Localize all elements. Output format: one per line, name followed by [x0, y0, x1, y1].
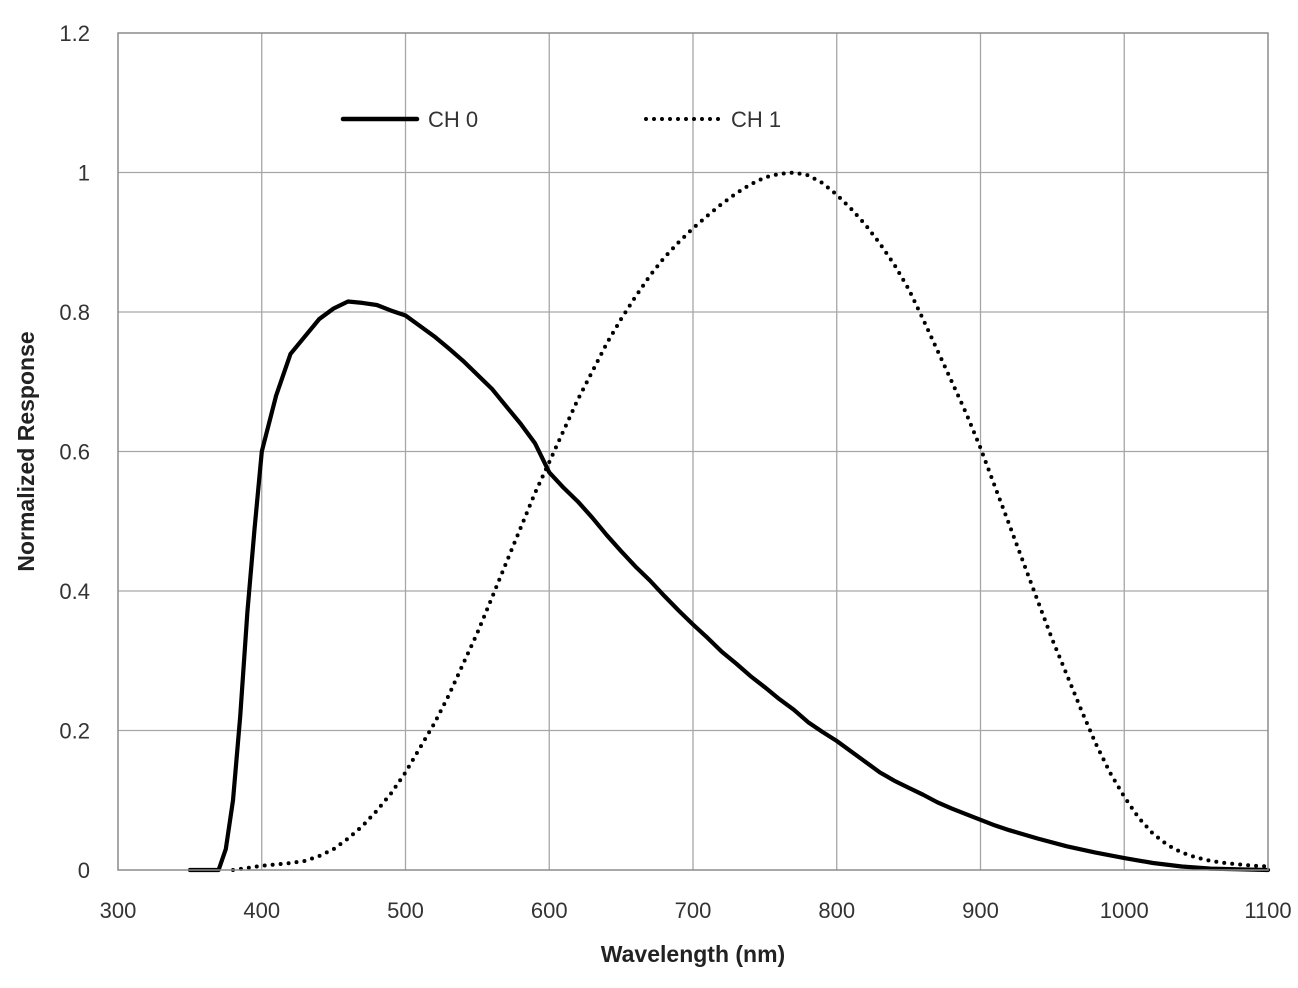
legend-label-ch0: CH 0 — [428, 107, 478, 132]
plot-area-border — [117, 32, 1269, 871]
x-axis-title: Wavelength (nm) — [601, 941, 785, 967]
x-tick-label: 500 — [387, 898, 424, 923]
series-line-ch1 — [231, 170, 1270, 872]
y-tick-label: 0.8 — [59, 300, 90, 325]
legend: CH 0 CH 1 — [340, 107, 781, 132]
y-tick-label: 0.6 — [59, 440, 90, 465]
y-tick-label: 1 — [78, 161, 90, 186]
y-tick-label: 0 — [78, 858, 90, 883]
x-tick-label: 300 — [100, 898, 137, 923]
grid — [118, 33, 1268, 870]
x-tick-label: 800 — [818, 898, 855, 923]
x-tick-label: 600 — [531, 898, 568, 923]
y-tick-label: 0.4 — [59, 579, 90, 604]
series-line-ch0 — [187, 299, 1271, 873]
x-tick-label: 900 — [962, 898, 999, 923]
x-axis-ticks: 300 400 500 600 700 800 900 1000 1100 — [100, 898, 1292, 923]
x-tick-label: 1000 — [1100, 898, 1149, 923]
legend-label-ch1: CH 1 — [731, 107, 781, 132]
x-tick-label: 400 — [243, 898, 280, 923]
x-tick-label: 1100 — [1244, 898, 1291, 923]
y-axis-title: Normalized Response — [13, 331, 39, 571]
x-tick-label: 700 — [675, 898, 712, 923]
y-tick-label: 1.2 — [59, 21, 90, 46]
y-axis-ticks: 0 0.2 0.4 0.6 0.8 1 1.2 — [59, 21, 90, 883]
y-tick-label: 0.2 — [59, 719, 90, 744]
series-lines — [187, 170, 1271, 873]
